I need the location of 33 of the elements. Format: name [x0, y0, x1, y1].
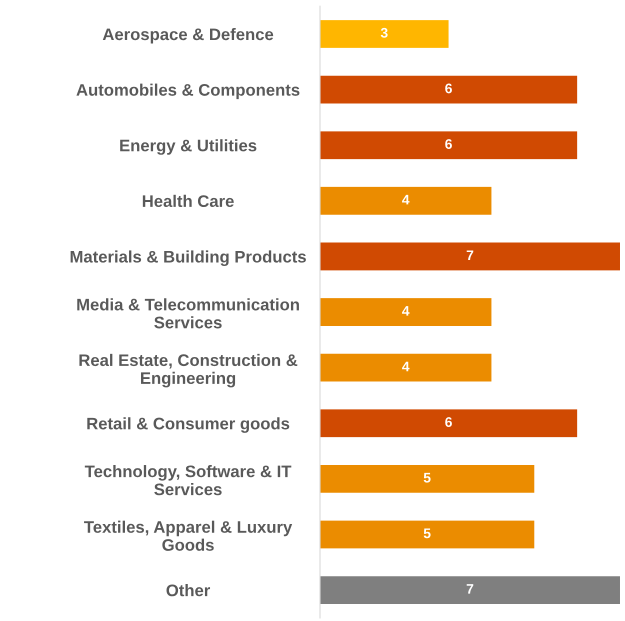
y-tick-label: Media & Telecommunication Services: [77, 298, 299, 328]
bar: [320, 576, 620, 604]
bar: [320, 409, 578, 438]
data-label: 4: [402, 194, 410, 204]
bar: [320, 354, 492, 382]
y-tick-label: Energy & Utilities: [120, 139, 256, 155]
data-label: 3: [380, 28, 388, 38]
y-tick-label: Health Care: [142, 194, 234, 208]
y-tick-label: Textiles, Apparel & Luxury Goods: [84, 520, 292, 551]
data-label: 7: [466, 250, 474, 260]
data-label: 6: [445, 417, 452, 427]
data-label: 4: [402, 306, 410, 316]
data-label: 6: [445, 84, 452, 94]
y-tick-label: Automobiles & Components: [76, 84, 300, 100]
y-tick-label: Real Estate, Construction & Engineering: [79, 354, 298, 388]
y-tick-label: Aerospace & Defence: [102, 28, 274, 44]
y-tick-label: Technology, Software & IT Services: [84, 465, 292, 496]
data-label: 5: [424, 472, 431, 483]
bar: [320, 20, 449, 48]
bar: [320, 298, 492, 326]
y-tick-label: Materials & Building Products: [70, 250, 306, 266]
bar: [320, 242, 620, 270]
data-label: 7: [466, 584, 474, 594]
bar: [320, 186, 492, 215]
y-tick-label: Retail & Consumer goods: [87, 417, 290, 433]
bar: [320, 464, 534, 493]
data-label: 6: [445, 139, 452, 149]
bar: [320, 131, 578, 160]
data-label: 4: [402, 362, 410, 372]
data-label: 5: [424, 528, 431, 538]
bar: [320, 520, 534, 548]
bar: [320, 76, 578, 104]
y-tick-label: Other: [166, 584, 210, 596]
